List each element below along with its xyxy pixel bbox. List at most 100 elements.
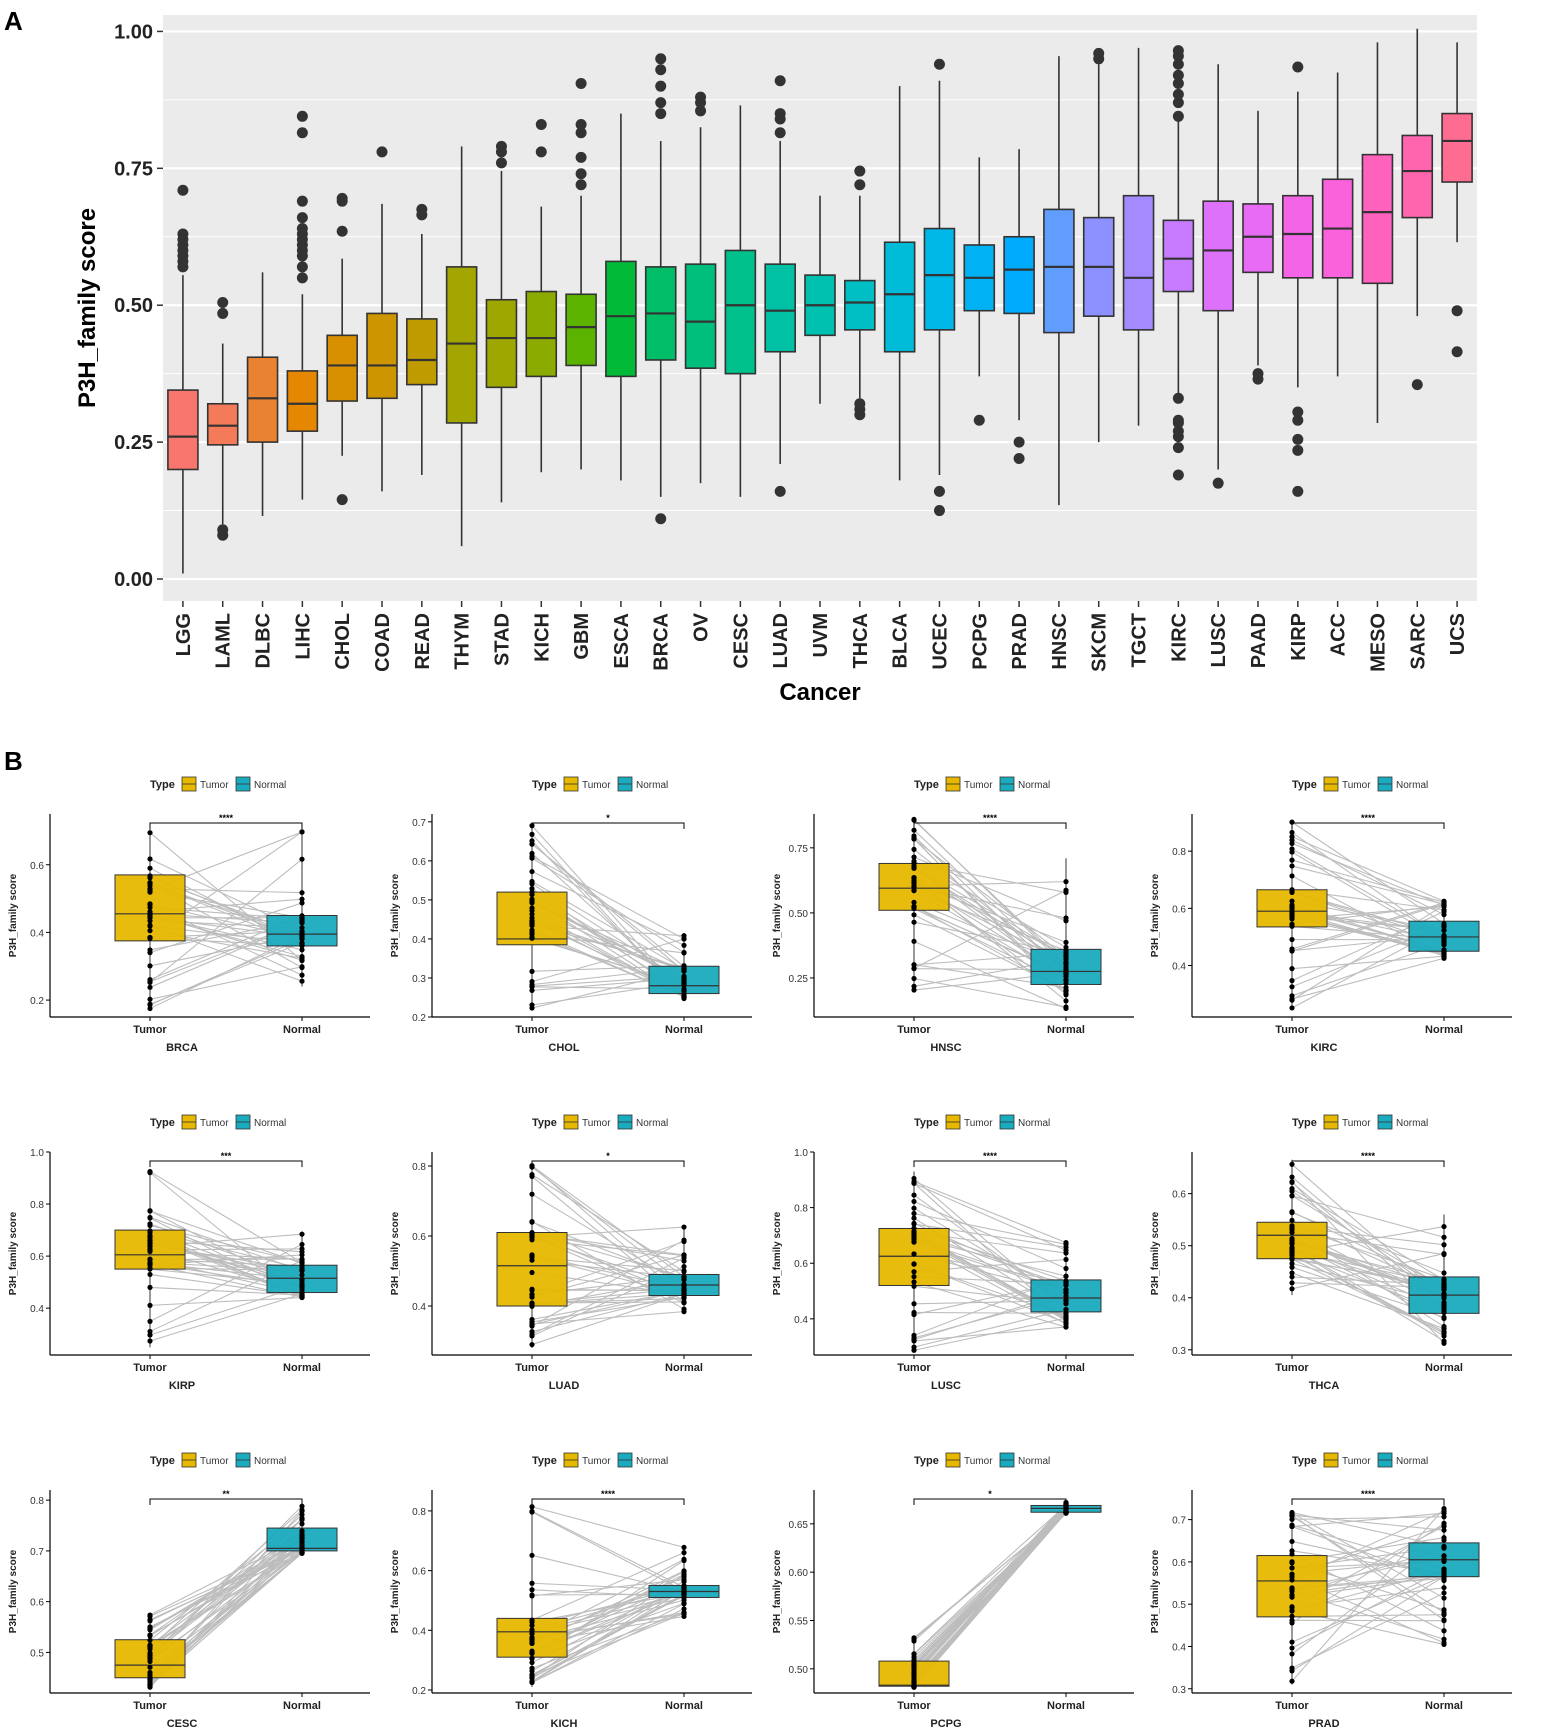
significance-label: ****	[983, 1151, 998, 1161]
y-tick-label: 0.6	[412, 857, 426, 868]
data-point-normal	[1441, 932, 1447, 939]
y-tick-label: 0.8	[412, 1162, 426, 1173]
data-point-tumor	[1289, 1594, 1295, 1600]
data-point-normal	[1441, 1242, 1447, 1248]
y-axis-title: P3H_family score	[390, 1211, 401, 1295]
legend-title: Type	[1292, 1455, 1317, 1467]
data-point-tumor	[911, 938, 917, 944]
data-point-tumor	[1289, 1565, 1295, 1571]
data-point-tumor	[1289, 993, 1295, 999]
significance-label: *	[988, 1489, 992, 1499]
data-point-tumor	[147, 1632, 153, 1638]
significance-bracket	[913, 1160, 1067, 1167]
pair-line	[1291, 842, 1445, 906]
data-point-normal	[299, 941, 305, 947]
x-tick-label: Normal	[283, 1362, 321, 1374]
outlier-point	[1172, 45, 1184, 57]
data-point-normal	[1441, 1323, 1447, 1330]
y-tick-label: 1.0	[30, 1148, 44, 1159]
pair-line	[1291, 1514, 1445, 1531]
x-tick-label: Tumor	[897, 1362, 931, 1374]
data-point-normal	[1441, 1556, 1447, 1562]
y-tick-label: 0.75	[789, 844, 809, 855]
x-tick-label: OV	[691, 612, 713, 642]
x-tick-label: Tumor	[515, 1700, 549, 1712]
y-tick-label: 0.25	[789, 974, 809, 985]
data-point-tumor	[911, 1231, 917, 1237]
x-tick-label: Tumor	[1275, 1362, 1309, 1374]
data-point-normal	[681, 981, 687, 987]
data-point-tumor	[911, 905, 917, 912]
data-point-tumor	[147, 856, 153, 862]
data-point-tumor	[529, 1552, 535, 1558]
outlier-point	[1093, 47, 1105, 59]
box-gbm	[565, 293, 597, 367]
data-point-normal	[1441, 1307, 1447, 1313]
x-tick-label: STAD	[491, 613, 513, 666]
pair-line	[1291, 1512, 1445, 1528]
outlier-point	[655, 64, 667, 76]
data-point-normal	[1441, 1506, 1447, 1512]
data-point-tumor	[529, 907, 535, 914]
pair-line	[1291, 957, 1445, 1000]
box-thca	[844, 279, 876, 331]
y-tick-label: 0.25	[114, 432, 153, 454]
outlier-point	[854, 165, 866, 177]
data-point-normal	[681, 1577, 687, 1583]
y-tick-label: 0.4	[1172, 962, 1186, 973]
data-point-tumor	[529, 1672, 535, 1678]
data-point-tumor	[529, 1622, 535, 1629]
x-tick-label: UVM	[810, 613, 832, 657]
y-tick-label: 0.2	[412, 1013, 426, 1024]
significance-label: ****	[219, 813, 234, 823]
y-tick-label: 0.8	[794, 1204, 808, 1215]
outlier-point	[296, 223, 308, 235]
significance-bracket	[913, 822, 1067, 829]
significance-bracket	[1291, 1498, 1445, 1505]
data-point-tumor	[1289, 1551, 1295, 1557]
panel-a-boxplot: 0.00 0.25 0.50 0.75 1.00 LGG LAML DLBC LIHC CHOL C…	[74, 15, 1477, 706]
data-point-normal	[1441, 1617, 1447, 1623]
pair-line	[149, 1285, 303, 1336]
legend-label-normal: Normal	[1396, 780, 1428, 791]
y-tick-label: 0.65	[789, 1520, 809, 1531]
outlier-point	[217, 307, 229, 319]
data-point-normal	[1441, 938, 1447, 944]
pair-line	[531, 1506, 685, 1548]
data-point-normal	[1063, 991, 1069, 997]
data-point-tumor	[147, 1239, 153, 1245]
y-tick-label: 0.6	[794, 1259, 808, 1270]
x-tick-label: ESCA	[611, 613, 633, 669]
x-tick-label: SARC	[1407, 613, 1429, 670]
pair-line	[149, 902, 303, 954]
data-point-normal	[681, 963, 687, 969]
box-ucs	[1441, 112, 1473, 183]
data-point-tumor	[529, 1509, 535, 1515]
subplot-brca: Type Tumor Normal 0.2 0.4 0.6 P3H_family score…	[8, 776, 370, 1054]
pair-line	[149, 942, 303, 1005]
data-point-tumor	[1289, 1237, 1295, 1244]
data-point-tumor	[911, 836, 917, 842]
data-point-tumor	[911, 880, 917, 886]
data-point-normal	[1063, 1307, 1069, 1313]
x-tick-label: Normal	[665, 1700, 703, 1712]
y-tick-label: 0.6	[30, 861, 44, 872]
data-point-tumor	[1289, 948, 1295, 954]
pair-line	[1291, 1514, 1445, 1621]
legend-title: Type	[150, 779, 175, 791]
data-point-tumor	[1289, 1256, 1295, 1262]
x-tick-label: LIHC	[292, 613, 314, 660]
legend-label-normal: Normal	[636, 1118, 668, 1129]
x-tick-label: HNSC	[1049, 613, 1071, 670]
pair-line	[531, 1293, 685, 1333]
data-point-tumor	[529, 1257, 535, 1263]
data-point-tumor	[147, 1612, 153, 1618]
x-tick-label: ACC	[1328, 613, 1350, 656]
outlier-point	[655, 53, 667, 65]
data-point-normal	[299, 925, 305, 931]
legend-title: Type	[532, 1117, 557, 1129]
data-point-normal	[1441, 1330, 1447, 1336]
y-tick-label: 0.50	[789, 1665, 809, 1676]
data-point-tumor	[1289, 889, 1295, 895]
legend-label-tumor: Tumor	[1342, 780, 1371, 791]
